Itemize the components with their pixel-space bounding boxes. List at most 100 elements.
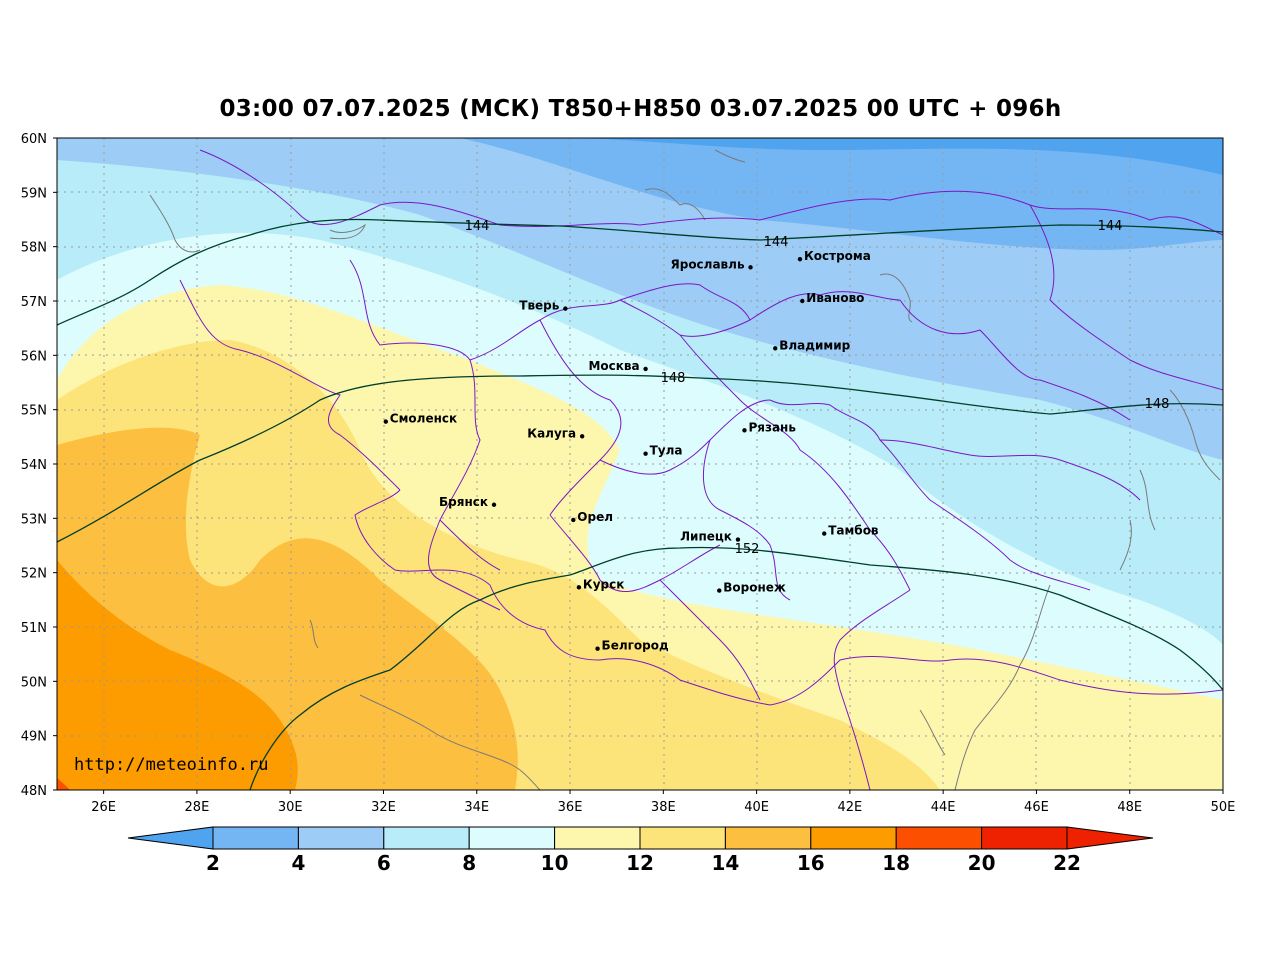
latitude-label: 48N [21, 784, 47, 799]
city-marker: Липецк [680, 530, 741, 544]
latitude-label: 52N [21, 567, 47, 582]
latitude-label: 58N [21, 241, 47, 256]
city-dot [643, 451, 648, 456]
colorbar-swatch [554, 826, 641, 850]
city-marker: Рязань [742, 420, 796, 434]
city-label: Рязань [748, 420, 796, 434]
contour-label-144-center: 144 [764, 235, 789, 250]
latitude-label: 59N [21, 186, 47, 201]
city-label: Орел [577, 510, 613, 524]
city-marker: Иваново [800, 291, 864, 305]
geopotential-contours [57, 218, 1223, 790]
city-dot [576, 585, 582, 590]
colorbar-label: 20 [968, 851, 996, 875]
colorbar-label: 8 [462, 851, 476, 875]
longitude-label: 38E [651, 800, 676, 815]
latitude-label: 49N [21, 730, 47, 745]
colorbar-label: 2 [206, 851, 220, 875]
longitude-label: 26E [91, 800, 116, 815]
city-label: Брянск [439, 495, 488, 509]
contour-label-148-east: 148 [1145, 397, 1170, 412]
longitude-label: 34E [464, 800, 489, 815]
city-label: Кострома [804, 249, 871, 263]
city-marker: Смоленск [383, 412, 457, 426]
grid [57, 138, 1223, 790]
city-dot [800, 298, 805, 304]
city-label: Белгород [602, 639, 669, 653]
latitude-label: 55N [21, 404, 47, 419]
colorbar-swatch [212, 826, 299, 850]
colorbar-label: 22 [1053, 851, 1081, 875]
city-label: Владимир [779, 338, 850, 352]
city-label: Тула [650, 444, 683, 458]
colorbar-swatch [724, 826, 812, 850]
city-marker: Москва [588, 359, 648, 373]
latitude-label: 50N [21, 675, 47, 690]
longitude-label: 48E [1117, 800, 1142, 815]
colorbar-label: 18 [882, 851, 910, 875]
longitude-label: 30E [278, 800, 303, 815]
longitude-label: 50E [1211, 800, 1236, 815]
city-label: Липецк [680, 530, 732, 544]
city-dot [563, 306, 568, 311]
city-marker: Тула [643, 444, 683, 458]
longitude-label: 40E [744, 800, 769, 815]
latitude-label: 60N [21, 132, 47, 147]
city-dot [742, 428, 747, 433]
city-marker: Воронеж [717, 581, 786, 595]
city-dot [383, 419, 389, 424]
city-dot [491, 502, 497, 507]
city-marker: Владимир [773, 338, 851, 352]
colorbar-label: 6 [377, 851, 391, 875]
watermark-url: http://meteoinfo.ru [74, 755, 268, 775]
colorbar-swatch [383, 826, 470, 850]
city-dot [717, 588, 722, 593]
city-dot [595, 646, 600, 651]
contour-label-152: 152 [735, 542, 760, 557]
colorbar-swatch [639, 826, 726, 850]
colorbar-label: 10 [541, 851, 569, 875]
city-marker: Ярославль [670, 257, 753, 271]
colorbar: 2 4 6 8 10 12 14 16 18 20 22 [127, 826, 1154, 875]
city-marker: Тверь [519, 299, 568, 313]
latitude-label: 54N [21, 458, 47, 473]
colorbar-label: 16 [797, 851, 825, 875]
cities: Кострома Ярославль Иваново Тверь Владимир Мос… [383, 249, 879, 653]
city-label: Москва [588, 359, 639, 373]
contour-labels: 144 144 144 148 148 152 [465, 219, 1170, 557]
city-dot [773, 346, 778, 351]
longitude-label: 28E [185, 800, 210, 815]
colorbar-extend-high [1066, 826, 1154, 850]
latitude-labels: 60N 59N 58N 57N 56N 55N 54N 53N 52N 51N 50N 49N 48N [21, 132, 57, 799]
city-dot [735, 537, 741, 542]
colorbar-label: 14 [711, 851, 739, 875]
longitude-label: 32E [371, 800, 396, 815]
city-label: Иваново [806, 291, 864, 305]
city-marker: Курск [576, 577, 624, 591]
city-dot [822, 531, 827, 536]
latitude-label: 51N [21, 621, 47, 636]
city-marker: Тамбов [822, 524, 879, 538]
latitude-label: 53N [21, 512, 47, 527]
temperature-field [57, 138, 1223, 790]
longitude-label: 36E [558, 800, 583, 815]
city-dot [797, 256, 803, 262]
contour-label-148-center: 148 [661, 371, 686, 386]
city-label: Тамбов [828, 524, 879, 538]
map-title: 03:00 07.07.2025 (МСК) T850+H850 03.07.2… [219, 96, 1062, 122]
city-marker: Белгород [595, 639, 669, 653]
colorbar-extend-low [127, 826, 214, 850]
colorbar-swatch [895, 826, 983, 850]
colorbar-swatch [297, 826, 385, 850]
colorbar-swatch [468, 826, 556, 850]
city-dot [643, 366, 648, 372]
city-label: Курск [583, 577, 624, 591]
colorbar-swatch [810, 826, 897, 850]
longitude-label: 46E [1024, 800, 1049, 815]
colorbar-label: 12 [626, 851, 654, 875]
rivers [149, 149, 1221, 790]
city-label: Ярославль [670, 257, 744, 271]
city-label: Калуга [527, 426, 576, 440]
contour-label-144-east: 144 [1098, 219, 1123, 234]
